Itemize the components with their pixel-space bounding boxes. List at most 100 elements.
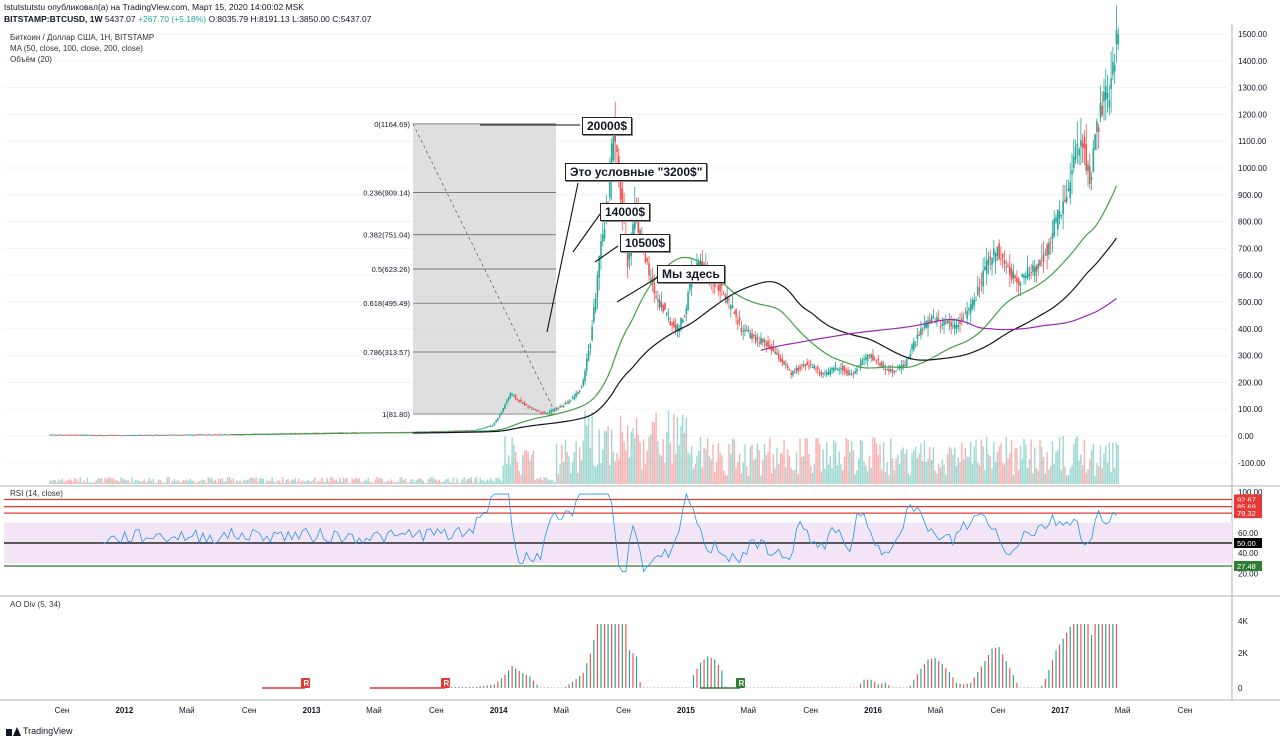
candle-body — [985, 260, 988, 274]
volume-bar — [600, 463, 602, 484]
time-tick-label: 2015 — [677, 706, 695, 715]
volume-bar — [539, 477, 542, 484]
time-tick-label: Сен — [429, 706, 444, 715]
candle-body — [1062, 201, 1064, 215]
ao-tick-label: 0 — [1238, 684, 1243, 693]
volume-bar — [58, 479, 60, 484]
volume-bar — [506, 463, 508, 484]
ao-bar — [682, 687, 684, 688]
volume-bar — [900, 449, 903, 484]
candle-body — [111, 434, 114, 436]
volume-bar — [353, 479, 355, 484]
candle-body — [212, 434, 215, 436]
volume-bar — [1106, 462, 1109, 484]
candle-body — [600, 241, 602, 258]
volume-bar — [1101, 468, 1103, 484]
time-tick-label: Май — [1115, 706, 1131, 715]
fib-level-label: 0.382(751.04) — [363, 231, 410, 240]
volume-bar — [888, 475, 890, 484]
candle-body — [669, 321, 672, 326]
volume-bar — [694, 463, 696, 484]
ao-bar — [625, 624, 627, 688]
ao-bar — [653, 687, 655, 688]
candle-body — [155, 434, 158, 436]
candle-body — [1067, 188, 1070, 191]
candle-body — [88, 434, 90, 436]
candle-body — [1032, 264, 1034, 272]
volume-bar — [534, 480, 536, 484]
volume-bar — [886, 462, 888, 484]
candle-body — [573, 396, 576, 400]
candle-body — [1097, 126, 1100, 132]
candle-body — [475, 429, 478, 431]
volume-bar — [1037, 470, 1039, 484]
ao-bar — [810, 687, 812, 688]
volume-bar — [1115, 441, 1118, 484]
volume-bar — [1033, 447, 1036, 484]
candle-body — [1113, 65, 1116, 72]
rsi-line — [103, 492, 1117, 573]
volume-bar — [518, 471, 520, 484]
candle-body — [660, 301, 663, 308]
volume-bar — [275, 482, 277, 484]
candle-body — [802, 364, 805, 366]
volume-bar — [1053, 463, 1055, 484]
volume-bar — [582, 440, 584, 484]
price-tick-label: 700.00 — [1238, 244, 1263, 253]
volume-bar — [946, 454, 949, 484]
ao-bar — [831, 687, 833, 688]
candle-body — [664, 302, 666, 311]
volume-bar — [920, 443, 922, 484]
volume-bar — [74, 477, 76, 484]
volume-bar — [1078, 460, 1080, 484]
volume-bar — [120, 477, 122, 484]
ao-bar — [678, 687, 680, 688]
ao-bar — [895, 687, 897, 688]
volume-bar — [991, 468, 993, 484]
candle-body — [824, 372, 826, 374]
volume-bar — [282, 477, 284, 484]
volume-bar — [107, 477, 110, 484]
candle-body — [68, 435, 71, 437]
volume-bar — [852, 450, 855, 484]
candle-body — [772, 346, 775, 351]
candle-body — [937, 319, 940, 321]
candle-body — [843, 367, 846, 371]
volume-bar — [401, 477, 403, 484]
volume-bar — [641, 469, 643, 484]
volume-bar — [278, 480, 280, 484]
volume-bar — [385, 481, 387, 484]
volume-bar — [573, 452, 576, 484]
candle-body — [205, 434, 208, 436]
candle-body — [610, 143, 613, 180]
volume-bar — [543, 477, 545, 484]
volume-bar — [646, 450, 648, 484]
candle-body — [1064, 199, 1066, 202]
candle-body — [474, 430, 476, 432]
candle-body — [751, 332, 753, 339]
candle-body — [662, 305, 665, 312]
candle-body — [893, 371, 896, 373]
volume-bar — [1065, 475, 1068, 484]
volume-bar — [948, 447, 951, 484]
ao-bar — [927, 659, 929, 688]
volume-bar — [312, 480, 314, 484]
volume-bar — [690, 446, 693, 484]
ao-bar — [1083, 624, 1086, 688]
candle-body — [178, 434, 181, 436]
volume-bar — [840, 463, 842, 484]
volume-bar — [212, 481, 215, 484]
volume-bar — [154, 482, 156, 484]
candle-body — [1046, 244, 1048, 256]
volume-bar — [696, 455, 698, 484]
candle-body — [749, 333, 752, 339]
volume-bar — [1001, 462, 1004, 484]
volume-bar — [826, 442, 828, 484]
price-tick-label: 1400.00 — [1238, 57, 1267, 66]
candle-body — [125, 434, 128, 436]
price-change: +267.70 (+5.18%) — [138, 14, 207, 24]
volume-bar — [978, 465, 981, 484]
ao-bar — [987, 654, 990, 688]
ao-bar — [952, 677, 954, 688]
volume-bar — [1035, 468, 1038, 484]
